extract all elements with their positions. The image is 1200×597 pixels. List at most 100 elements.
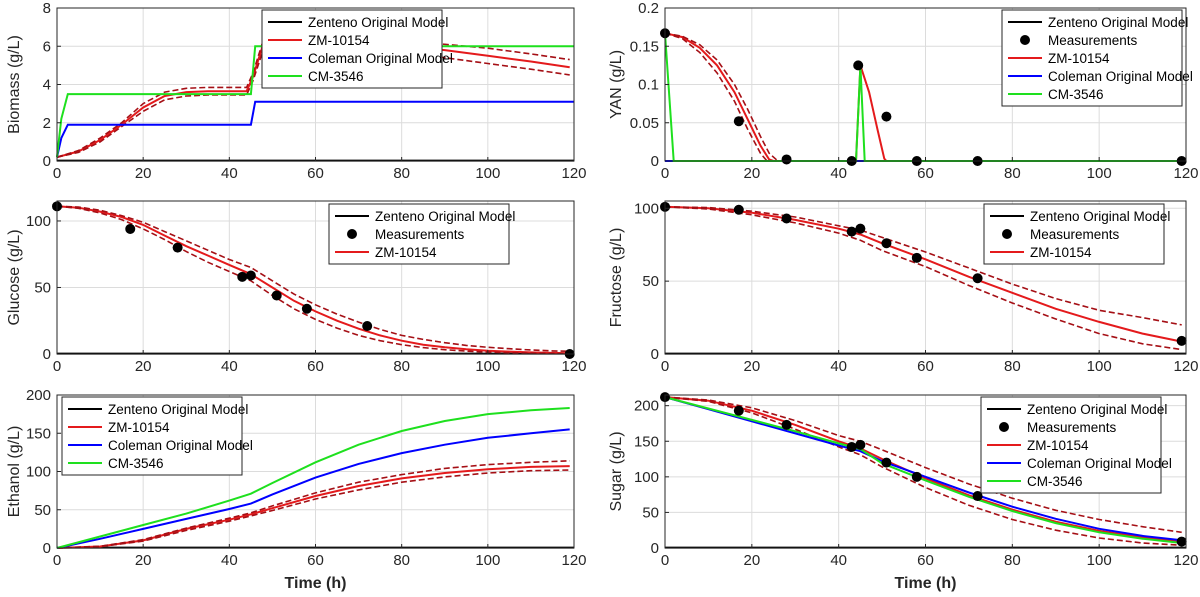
x-tick-label: 100 (1087, 552, 1112, 569)
x-tick-label: 20 (135, 358, 152, 375)
x-tick-label: 100 (1087, 165, 1112, 182)
measurement-point (362, 321, 373, 332)
y-tick-label: 100 (26, 464, 51, 481)
measurement-point (733, 116, 744, 127)
series-line-zm-10154-upper (56, 460, 570, 549)
y-tick-label: 50 (34, 502, 51, 519)
y-axis-label: Sugar (g/L) (608, 431, 625, 511)
y-tick-label: 8 (43, 0, 51, 17)
legend-entry-zm-10154: ZM-10154 (1048, 51, 1110, 66)
legend-entry-measurements: Measurements (1048, 33, 1138, 48)
series-line-zm-10154-lower (56, 469, 570, 549)
legend-entry-cm-3546: CM-3546 (308, 69, 364, 84)
y-tick-label: 100 (26, 213, 51, 230)
y-axis-label: Biomass (g/L) (6, 35, 23, 134)
x-tick-label: 60 (307, 165, 324, 182)
x-tick-label: 100 (475, 552, 500, 569)
series-line-zm-10154-upper (664, 396, 1182, 534)
measurement-point (911, 471, 922, 482)
measurement-point (125, 223, 136, 234)
legend-entry-cm-3546: CM-3546 (1048, 87, 1104, 102)
x-tick-label: 80 (393, 358, 410, 375)
series-line-zm-10154-lower (664, 32, 1186, 162)
x-tick-label: 80 (1004, 552, 1021, 569)
x-tick-label: 120 (561, 358, 586, 375)
legend-entry-zm-10154: ZM-10154 (375, 245, 437, 260)
x-tick-label: 80 (393, 552, 410, 569)
measurement-point (881, 238, 892, 249)
y-tick-label: 50 (642, 504, 659, 521)
legend-entry-zm-10154: ZM-10154 (1027, 438, 1089, 453)
x-tick-label: 80 (393, 165, 410, 182)
x-tick-label: 20 (743, 358, 760, 375)
x-tick-label: 60 (917, 165, 934, 182)
y-tick-label: 0.15 (630, 38, 659, 55)
x-tick-label: 40 (830, 358, 847, 375)
x-tick-label: 0 (661, 165, 669, 182)
y-tick-label: 0.1 (638, 77, 659, 94)
x-tick-label: 120 (1173, 552, 1198, 569)
legend-entry-cm-3546: CM-3546 (108, 456, 164, 471)
legend: Zenteno Original Model Measurements ZM-101… (983, 203, 1170, 265)
measurement-point (781, 213, 792, 224)
legend-entry-zenteno-original-model: Zenteno Original Model (308, 15, 448, 30)
series-line-zm-10154-lower (664, 206, 1182, 351)
measurement-point (271, 290, 282, 301)
measurement-point (853, 60, 864, 71)
legend-entry-zenteno-original-model: Zenteno Original Model (375, 209, 515, 224)
x-tick-label: 20 (135, 552, 152, 569)
x-tick-label: 40 (221, 165, 238, 182)
x-tick-label: 60 (917, 552, 934, 569)
panel-4: 0 20 40 60 80 100 120 0 50 100 Fructose (g/L) Zente… (608, 200, 1199, 375)
legend-entry-zm-10154: ZM-10154 (308, 33, 370, 48)
measurement-point (972, 273, 983, 284)
x-tick-label: 100 (475, 165, 500, 182)
series-line-zm-10154-lower (664, 396, 1182, 546)
y-axis-label: Glucose (g/L) (6, 229, 23, 325)
y-tick-label: 0.2 (638, 0, 659, 17)
y-tick-label: 0 (43, 153, 51, 170)
measurement-point (881, 457, 892, 468)
x-tick-label: 40 (830, 165, 847, 182)
x-tick-label: 120 (1173, 165, 1198, 182)
legend: Zenteno Original Model Measurements ZM-101… (980, 396, 1172, 494)
series-line-coleman-original-model (664, 396, 1182, 542)
legend: Zenteno Original Model ZM-10154 Coleman Or… (261, 9, 453, 89)
x-tick-label: 20 (743, 552, 760, 569)
y-axis-label: Ethanol (g/L) (6, 426, 23, 518)
measurement-point (237, 271, 248, 282)
y-tick-label: 100 (634, 200, 659, 217)
series-line-zm-10154-upper (664, 206, 1182, 326)
measurement-point (733, 405, 744, 416)
measurement-point (846, 226, 857, 237)
x-tick-label: 0 (53, 358, 61, 375)
measurement-point (1176, 536, 1187, 547)
measurement-point (172, 242, 183, 253)
series-line-zm-10154-upper (664, 32, 1186, 162)
x-tick-label: 100 (475, 358, 500, 375)
x-tick-label: 0 (53, 552, 61, 569)
legend-entry-coleman-original-model: Coleman Original Model (1027, 456, 1172, 471)
legend-marker-measurements (347, 229, 357, 239)
x-tick-label: 120 (561, 552, 586, 569)
legend-box (328, 203, 510, 265)
legend-marker-measurements (999, 422, 1009, 432)
series-line-coleman-original-model (56, 428, 570, 549)
y-tick-label: 0 (651, 540, 659, 557)
y-axis-label: YAN (g/L) (608, 50, 625, 119)
x-tick-label: 40 (221, 552, 238, 569)
x-tick-label: 20 (135, 165, 152, 182)
x-tick-label: 60 (307, 552, 324, 569)
x-tick-label: 100 (1087, 358, 1112, 375)
legend-marker-measurements (1002, 229, 1012, 239)
y-tick-label: 50 (642, 273, 659, 290)
x-tick-label: 40 (830, 552, 847, 569)
y-tick-label: 6 (43, 38, 51, 55)
legend-entry-coleman-original-model: Coleman Original Model (1048, 69, 1193, 84)
y-tick-label: 150 (634, 433, 659, 450)
measurement-point (733, 204, 744, 215)
x-tick-label: 20 (743, 165, 760, 182)
x-tick-label: 120 (1173, 358, 1198, 375)
